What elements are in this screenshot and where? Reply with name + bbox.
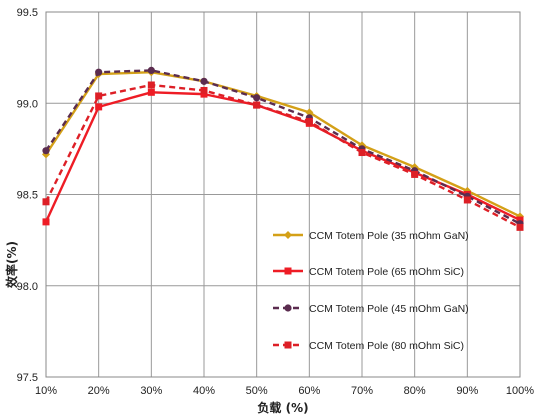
data-point: [358, 149, 366, 157]
legend-label: CCM Totem Pole (45 mOhm GaN): [309, 303, 469, 315]
y-tick-label: 98.0: [17, 281, 38, 293]
legend-label: CCM Totem Pole (65 mOhm SiC): [309, 266, 464, 278]
x-axis-title: 负载 (%): [257, 400, 308, 415]
y-axis-ticks: 97.5 98.0 98.5 99.0 99.5: [17, 7, 38, 384]
legend-item-4: CCM Totem Pole (80 mOhm SiC): [273, 340, 464, 352]
data-point: [200, 86, 208, 94]
y-tick-label: 97.5: [17, 372, 38, 384]
data-point: [253, 101, 261, 109]
x-tick-label: 50%: [246, 385, 268, 397]
series-2: [42, 88, 524, 226]
data-point: [95, 92, 103, 100]
x-tick-label: 80%: [404, 385, 426, 397]
x-tick-label: 20%: [88, 385, 110, 397]
data-point: [516, 223, 524, 231]
legend-label: CCM Totem Pole (80 mOhm SiC): [309, 340, 464, 352]
series-3: [42, 66, 524, 228]
series-line: [44, 83, 521, 229]
x-tick-label: 60%: [298, 385, 320, 397]
data-point: [253, 94, 261, 102]
x-tick-label: 100%: [506, 385, 534, 397]
data-point: [147, 88, 155, 96]
data-point: [42, 198, 50, 206]
legend-item-1: CCM Totem Pole (35 mOhm GaN): [273, 230, 469, 242]
legend-swatch-marker: [284, 341, 292, 349]
x-tick-label: 40%: [193, 385, 215, 397]
data-point: [147, 81, 155, 89]
x-tick-label: 70%: [351, 385, 373, 397]
grid: [45, 11, 521, 378]
data-point: [42, 147, 50, 155]
plot-frame: [45, 11, 521, 378]
data-point: [200, 77, 208, 85]
x-tick-label: 90%: [456, 385, 478, 397]
data-point: [463, 196, 471, 204]
data-point: [95, 68, 103, 76]
series-4: [42, 81, 524, 231]
x-tick-label: 30%: [140, 385, 162, 397]
data-point: [516, 216, 524, 224]
series-1: [42, 68, 524, 221]
y-tick-label: 98.5: [17, 190, 38, 202]
data-point: [147, 66, 155, 74]
data-point: [42, 218, 50, 226]
data-point: [305, 108, 314, 117]
x-axis-ticks: 10% 20% 30% 40% 50% 60% 70% 80% 90% 100%: [35, 385, 534, 397]
legend-swatch-marker: [284, 304, 292, 312]
y-axis-title: 效率(%): [4, 241, 19, 288]
series-line: [45, 69, 521, 225]
y-tick-label: 99.5: [17, 7, 38, 19]
data-point: [305, 118, 313, 125]
x-tick-label: 10%: [35, 385, 57, 397]
legend-item-3: CCM Totem Pole (45 mOhm GaN): [273, 303, 469, 315]
legend-item-2: CCM Totem Pole (65 mOhm SiC): [273, 266, 464, 278]
y-tick-label: 99.0: [17, 98, 38, 110]
series-group: [42, 66, 524, 231]
data-point: [95, 103, 103, 111]
series-line: [44, 91, 521, 223]
legend-label: CCM Totem Pole (35 mOhm GaN): [309, 230, 469, 242]
legend: CCM Totem Pole (35 mOhm GaN) CCM Totem Po…: [273, 230, 469, 352]
legend-swatch-marker: [284, 231, 292, 239]
data-point: [200, 90, 208, 98]
series-line: [44, 71, 521, 218]
data-point: [411, 170, 419, 178]
legend-swatch-marker: [284, 267, 292, 275]
